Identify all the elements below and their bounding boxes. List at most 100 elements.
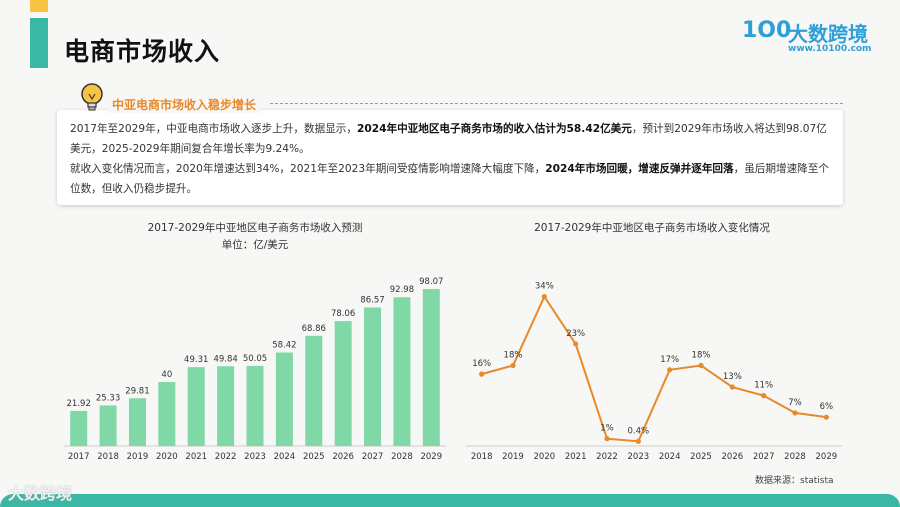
summary-line2-a: 就收入变化情况而言，2020年增速达到34%，2021年至2023年期间受疫情影… bbox=[70, 163, 546, 175]
heading-divider bbox=[270, 103, 843, 104]
brand-logo: 1O0 大数跨境 www.10100.com bbox=[742, 16, 882, 60]
bar-value-label: 21.92 bbox=[67, 399, 91, 409]
point-value-label: 17% bbox=[660, 355, 679, 365]
bar-value-label: 49.84 bbox=[213, 354, 237, 364]
bar-2029 bbox=[422, 289, 440, 446]
line-x-tick-label: 2028 bbox=[784, 452, 806, 462]
line-x-tick-label: 2022 bbox=[596, 452, 618, 462]
bar-2026 bbox=[334, 321, 352, 446]
data-source: 数据来源：statista bbox=[755, 476, 834, 486]
bar-2027 bbox=[364, 307, 382, 446]
bar-2017 bbox=[70, 410, 88, 446]
summary-text: 2017年至2029年，中亚电商市场收入逐步上升，数据显示，2024年中亚地区电… bbox=[70, 119, 834, 199]
point-value-label: 1% bbox=[600, 424, 614, 434]
point-value-label: 7% bbox=[788, 398, 802, 408]
point-2022 bbox=[604, 436, 610, 442]
line-x-tick-label: 2019 bbox=[502, 452, 524, 462]
bar-x-tick-label: 2026 bbox=[332, 452, 354, 462]
bar-2019 bbox=[128, 398, 146, 446]
summary-paragraph-1: 2017年至2029年，中亚电商市场收入逐步上升，数据显示，2024年中亚地区电… bbox=[70, 119, 834, 159]
bar-value-label: 40 bbox=[161, 370, 172, 380]
growth-line-chart: 16% 2018 18% 2019 34% 2020 23% 2021 1% 2022 0.4% 20… bbox=[466, 282, 842, 462]
summary-paragraph-2: 就收入变化情况而言，2020年增速达到34%，2021年至2023年期间受疫情影… bbox=[70, 159, 834, 199]
bar-2028 bbox=[393, 297, 411, 446]
accent-side-bar bbox=[30, 18, 48, 68]
bar-2018 bbox=[99, 405, 117, 446]
bar-x-tick-label: 2023 bbox=[244, 452, 266, 462]
summary-line1-b: 2024年中亚地区电子商务市场的收入估计为58.42亿美元 bbox=[356, 123, 632, 135]
point-value-label: 18% bbox=[692, 351, 711, 361]
revenue-bar-chart: 21.92 2017 25.33 2018 29.81 2019 40 2020 49.31 20… bbox=[64, 277, 446, 462]
watermark: 大数跨境 bbox=[8, 484, 73, 503]
summary-line1-c: ，预计到2029年市场收入将达到98.07亿美元，2025-2029年期间复合年… bbox=[70, 123, 827, 155]
point-2025 bbox=[698, 362, 704, 369]
logo-url: www.10100.com bbox=[788, 44, 872, 54]
bar-value-label: 29.81 bbox=[125, 386, 149, 396]
point-2020 bbox=[541, 294, 547, 300]
bar-2023 bbox=[246, 365, 264, 446]
bar-value-label: 25.33 bbox=[96, 393, 120, 403]
bar-x-tick-label: 2020 bbox=[156, 452, 178, 462]
bar-x-tick-label: 2029 bbox=[420, 452, 442, 462]
point-2029 bbox=[823, 414, 829, 420]
bar-2022 bbox=[217, 366, 235, 446]
summary-heading: 中亚电商市场收入稳步增长 bbox=[108, 96, 261, 113]
line-x-tick-label: 2027 bbox=[753, 452, 775, 462]
line-x-tick-label: 2029 bbox=[816, 452, 838, 462]
accent-top-block bbox=[30, 0, 48, 12]
line-x-tick-label: 2020 bbox=[534, 452, 556, 462]
bar-x-tick-label: 2024 bbox=[274, 452, 296, 462]
footer-strip bbox=[0, 494, 900, 507]
bar-x-tick-label: 2028 bbox=[391, 452, 413, 462]
point-value-label: 0.4% bbox=[628, 426, 650, 436]
bar-2021 bbox=[187, 367, 205, 446]
bar-value-label: 92.98 bbox=[390, 285, 414, 295]
point-2018 bbox=[479, 371, 485, 377]
bar-value-label: 58.42 bbox=[272, 341, 296, 351]
bar-x-tick-label: 2021 bbox=[185, 452, 207, 462]
line-x-tick-label: 2025 bbox=[690, 452, 712, 462]
bar-chart-title: 2017-2029年中亚地区电子商务市场收入预测 bbox=[147, 222, 363, 234]
point-2024 bbox=[667, 367, 673, 373]
bar-value-label: 68.86 bbox=[302, 324, 326, 334]
line-x-tick-label: 2021 bbox=[565, 452, 587, 462]
line-x-tick-label: 2018 bbox=[471, 452, 493, 462]
point-value-label: 16% bbox=[472, 359, 491, 369]
point-2023 bbox=[635, 438, 641, 444]
point-2021 bbox=[573, 341, 579, 347]
bar-chart-subtitle: 单位：亿/美元 bbox=[221, 239, 289, 251]
point-value-label: 18% bbox=[504, 351, 523, 361]
line-x-tick-label: 2024 bbox=[659, 452, 681, 462]
summary-line1-a: 2017年至2029年，中亚电商市场收入逐步上升，数据显示， bbox=[70, 123, 357, 135]
growth-series-line bbox=[481, 294, 827, 443]
logo-name: 大数跨境 bbox=[788, 22, 868, 46]
bar-value-label: 78.06 bbox=[331, 309, 355, 319]
line-x-tick-label: 2026 bbox=[722, 452, 744, 462]
bar-x-tick-label: 2018 bbox=[97, 452, 119, 462]
page-title: 电商市场收入 bbox=[64, 37, 221, 66]
bar-2025 bbox=[305, 335, 323, 446]
bar-value-label: 50.05 bbox=[243, 354, 267, 364]
bar-value-label: 86.57 bbox=[360, 295, 384, 305]
point-2027 bbox=[761, 393, 767, 399]
point-value-label: 34% bbox=[535, 282, 554, 292]
lightbulb-icon bbox=[81, 83, 103, 111]
bar-x-tick-label: 2022 bbox=[215, 452, 237, 462]
line-x-tick-label: 2023 bbox=[628, 452, 650, 462]
bar-2024 bbox=[275, 352, 293, 446]
bar-x-tick-label: 2019 bbox=[127, 452, 149, 462]
bar-value-label: 49.31 bbox=[184, 355, 208, 365]
point-2026 bbox=[729, 384, 735, 390]
point-value-label: 23% bbox=[566, 329, 585, 339]
bar-2020 bbox=[158, 382, 176, 446]
summary-line2-c: ，虽后期增速降至个位数，但收入仍稳步提升。 bbox=[70, 163, 829, 195]
point-value-label: 11% bbox=[754, 381, 773, 391]
bar-x-tick-label: 2017 bbox=[68, 452, 90, 462]
summary-box bbox=[57, 110, 843, 205]
bar-x-tick-label: 2027 bbox=[362, 452, 384, 462]
point-value-label: 13% bbox=[723, 372, 742, 382]
point-2028 bbox=[792, 410, 798, 416]
bar-value-label: 98.07 bbox=[419, 277, 443, 287]
line-chart-title: 2017-2029年中亚地区电子商务市场收入变化情况 bbox=[534, 222, 770, 234]
point-2019 bbox=[510, 362, 516, 369]
